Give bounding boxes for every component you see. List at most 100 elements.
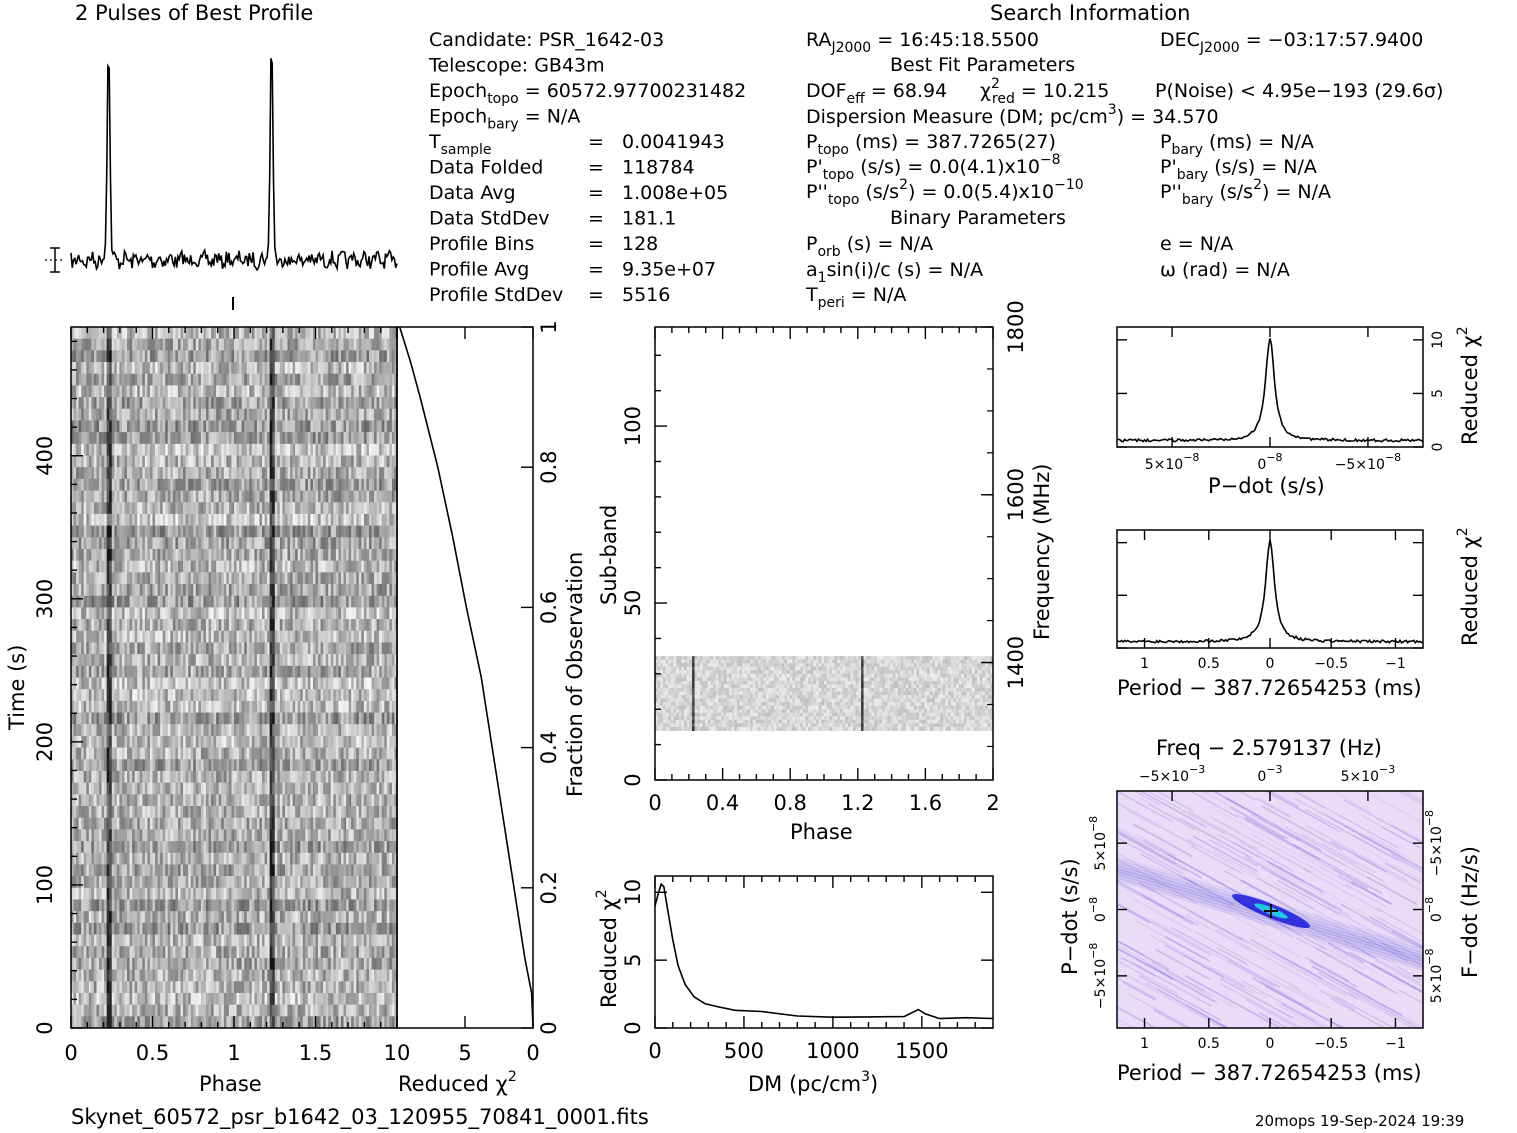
tick-label: 0.4 <box>537 731 561 764</box>
info-row: Data StdDev <box>429 208 550 230</box>
info-value: 181.1 <box>622 208 676 230</box>
svg-text:Dispersion Measure (DM; pc/cm3: Dispersion Measure (DM; pc/cm3) = 34.570 <box>806 102 1219 128</box>
svg-text:=: = <box>588 131 604 153</box>
tick-label: 1800 <box>1004 300 1028 353</box>
chi2-time-ylabel: Fraction of Observation <box>563 552 587 797</box>
tick-label: 0 <box>621 1021 645 1034</box>
tick-label: 5×10−8 <box>1423 949 1445 1004</box>
tick-label: 5 <box>1430 389 1446 398</box>
svg-text:DOFeff = 68.94: DOFeff = 68.94 <box>806 80 947 107</box>
tick-label: 5×10−8 <box>1145 451 1200 473</box>
tick-label: 1 <box>227 1041 240 1065</box>
tick-label: 1600 <box>1004 468 1028 521</box>
subband-y2label: Frequency (MHz) <box>1030 464 1054 640</box>
info-row: Epochtopo = 60572.97700231482 <box>429 80 746 107</box>
time-phase-ylabel: Time (s) <box>5 645 29 731</box>
tick-label: −5×10−8 <box>1335 451 1401 473</box>
svg-text:=: = <box>588 208 604 230</box>
tick-label: 5×10−3 <box>1341 763 1396 785</box>
info-value: 118784 <box>622 157 695 179</box>
tick-label: −5×10−3 <box>1139 763 1205 785</box>
tick-label: 5×10−8 <box>1087 816 1109 871</box>
info-row: Data Folded <box>429 157 543 179</box>
tick-label: −0.5 <box>1314 656 1348 672</box>
binary-heading: Binary Parameters <box>890 207 1066 229</box>
profile-title: 2 Pulses of Best Profile <box>75 1 313 25</box>
info-row: Tsample <box>428 131 492 158</box>
info-row: Epochbary = N/A <box>429 106 580 133</box>
period-line <box>1116 539 1424 645</box>
tick-label: 10 <box>384 1041 411 1065</box>
info-row: Profile StdDev <box>429 284 563 306</box>
pdot-xlabel: P−dot (s/s) <box>1208 474 1325 498</box>
tick-label: 1 <box>1140 1036 1149 1052</box>
info-value: 1.008e+05 <box>622 182 728 204</box>
pnoise-text: P(Noise) < 4.95e−193 (29.6σ) <box>1155 80 1443 102</box>
tick-label: 1000 <box>806 1039 859 1063</box>
pdot-line <box>1116 338 1424 443</box>
info-row: Candidate: PSR_1642-03 <box>429 29 664 51</box>
search-title: Search Information <box>990 1 1190 25</box>
tick-label: 0 <box>526 1041 539 1065</box>
chi2-time-line <box>398 326 534 1029</box>
dm-line <box>654 882 994 1020</box>
svg-text:P''bary (s/s2) = N/A: P''bary (s/s2) = N/A <box>1160 177 1331 208</box>
tick-label: 1 <box>537 320 561 333</box>
best-fit-heading: Best Fit Parameters <box>890 54 1075 76</box>
info-right-column: RAJ2000 = 16:45:18.5500 DECJ2000 = −03:1… <box>805 29 1443 311</box>
tick-label: 0−8 <box>1423 897 1445 922</box>
best-fit-marker <box>1264 904 1278 918</box>
period-pdot-title: Freq − 2.579137 (Hz) <box>1156 736 1382 760</box>
dm-xlabel: DM (pc/cm <box>748 1072 861 1096</box>
info-value: 128 <box>622 233 658 255</box>
tick-label: −1 <box>1385 1036 1406 1052</box>
period-pdot-y2label: F−dot (Hz/s) <box>1458 846 1482 978</box>
tick-label: 0 <box>33 1021 57 1034</box>
tick-label: 5 <box>621 953 645 966</box>
tick-label: 0 <box>648 1039 661 1063</box>
pdot-panel: 5×10−8 0−8 −5×10−8 0 5 10 P−dot (s/s) Reduced… <box>1116 326 1482 498</box>
pdot-ylabel: Reduced χ <box>1458 335 1482 445</box>
tick-label: 10 <box>621 879 645 906</box>
tick-label: 0 <box>64 1041 77 1065</box>
tick-label: 0.6 <box>537 591 561 624</box>
svg-text:e = N/A: e = N/A <box>1160 233 1233 255</box>
tick-label: 300 <box>33 579 57 619</box>
tick-label: 0.8 <box>537 450 561 483</box>
time-phase-panel: 0 0.5 1 1.5 0 100 200 300 400 Phase Time (s) <box>5 326 398 1096</box>
tick-label: 400 <box>33 436 57 476</box>
svg-text:a1sin(i)/c (s) = N/A: a1sin(i)/c (s) = N/A <box>806 259 983 286</box>
dec-label: DEC <box>1160 29 1200 51</box>
footer-filename: Skynet_60572_psr_b1642_03_120955_70841_0… <box>71 1105 649 1130</box>
tick-label: 0 <box>621 773 645 786</box>
time-phase-xlabel: Phase <box>199 1072 262 1096</box>
tick-label: −5×10−8 <box>1087 943 1109 1009</box>
info-row: Telescope: GB43m <box>428 55 605 77</box>
period-pdot-panel: Freq − 2.579137 (Hz) 1 0.5 0 −0.5 −1 −5×10−3 0… <box>1058 736 1482 1085</box>
svg-text:Tperi = N/A: Tperi = N/A <box>805 284 906 311</box>
svg-text:Porb (s) = N/A: Porb (s) = N/A <box>806 233 933 260</box>
info-value: 5516 <box>622 284 670 306</box>
svg-text:Pbary (ms) = N/A: Pbary (ms) = N/A <box>1160 131 1314 158</box>
tick-label: 1400 <box>1004 636 1028 689</box>
tick-label: 200 <box>33 722 57 762</box>
tick-label: 500 <box>724 1039 764 1063</box>
svg-text:P''topo (s/s2) = 0.0(5.4)x10−1: P''topo (s/s2) = 0.0(5.4)x10−10 <box>806 177 1084 208</box>
svg-text:RAJ2000 = 16:45:18.5500: RAJ2000 = 16:45:18.5500 <box>806 29 1039 56</box>
tick-label: 2 <box>986 791 999 815</box>
dm-ylabel: Reduced χ <box>597 898 621 1008</box>
tick-label: 0.5 <box>1198 656 1220 672</box>
svg-text:P'topo (s/s) = 0.0(4.1)x10−8: P'topo (s/s) = 0.0(4.1)x10−8 <box>806 152 1061 183</box>
ra-label: RA <box>806 29 831 51</box>
tick-label: 0−8 <box>1257 451 1282 473</box>
tick-label: 0−3 <box>1257 763 1282 785</box>
svg-text:DECJ2000 = −03:17:57.9400: DECJ2000 = −03:17:57.9400 <box>1160 29 1423 56</box>
profile-line <box>70 58 398 272</box>
period-panel: 10.50−0.5−10510 Period − 387.72654253 (m… <box>1116 527 1482 700</box>
subband-xlabel: Phase <box>790 820 853 844</box>
tick-label: 0 <box>1430 443 1446 452</box>
svg-text:=: = <box>588 233 604 255</box>
tick-label: 100 <box>621 406 645 446</box>
